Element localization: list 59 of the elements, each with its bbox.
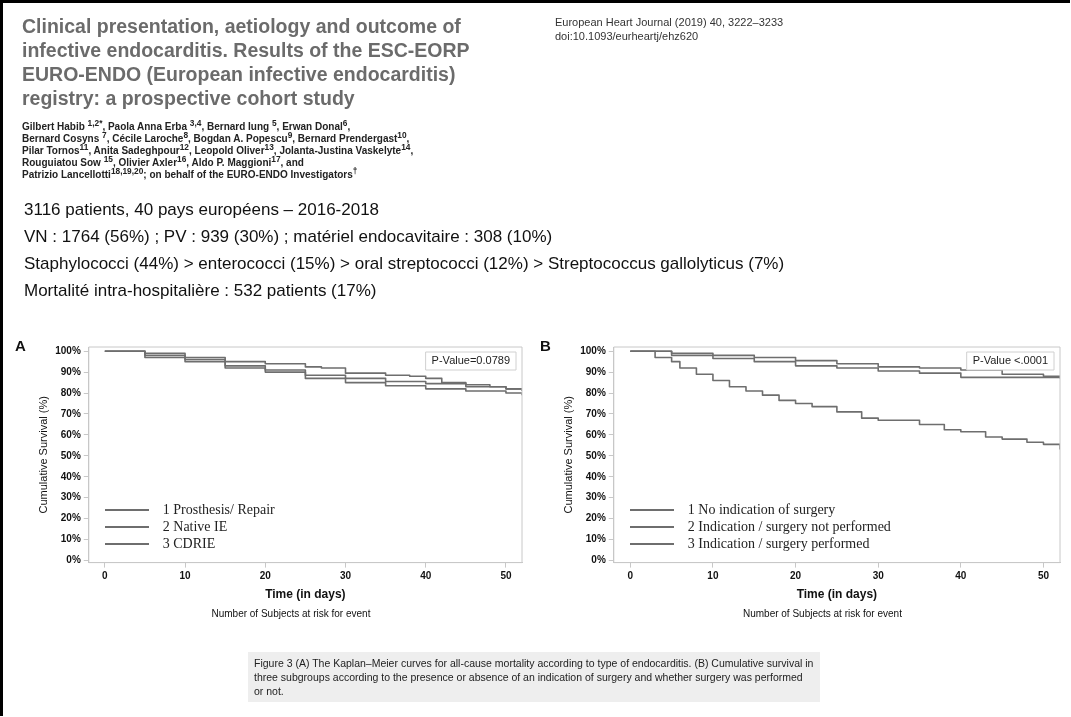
x-tick-label: 20 [790, 570, 802, 582]
y-tick-label: 60% [60, 428, 81, 440]
x-axis-title: Time (in days) [265, 587, 346, 602]
y-tick-label: 20% [60, 512, 81, 524]
x-tick-label: 50 [1037, 570, 1050, 582]
x-tick-label: 40 [955, 570, 967, 582]
y-tick-label: 0% [66, 554, 81, 566]
text: Clinical presentation, aetiology and outcome of infective endocarditis. Results of the ESC-EORP EURO-ENDO (European infective endocarditis) registry: a prospective cohort study [22, 14, 471, 110]
y-tick-label: 70% [60, 407, 81, 419]
text: Staphylococci (44%) > enterococci (15%) > oral streptococci (12%) > Streptococcus gallolyticus (7%) [24, 254, 785, 274]
y-tick-label: 50% [585, 449, 606, 461]
y-axis-title: Cumulative Survival (%) [561, 396, 574, 514]
text: B [540, 337, 551, 354]
y-tick-label: 40% [60, 470, 81, 482]
y-tick-label: 0% [591, 554, 606, 566]
y-tick-label: 70% [585, 407, 606, 419]
text: doi:10.1093/eurheartj/ehz620 [555, 30, 699, 42]
text: Gilbert Habib $^{1,2*}$, Paola Anna Erba $^{3,4}$, Bernard Iung $^{5}$, Erwan Donal$^{6}$, [22, 118, 351, 133]
text: A [15, 337, 26, 354]
text: Number of Subjects at risk for event [210, 608, 372, 619]
text: 3116 patients, 40 pays européens – 2016-2018 [24, 200, 380, 220]
legend-label: 3 Indication / surgery performed [687, 536, 870, 553]
x-tick-label: 30 [339, 570, 352, 582]
y-tick-label: 90% [60, 365, 81, 377]
text: Mortalité intra-hospitalière : 532 patients (17%) [24, 281, 377, 301]
legend-label: 2 Indication / surgery not performed [687, 519, 891, 536]
y-tick-label: 50% [60, 449, 81, 461]
y-tick-label: 20% [585, 512, 606, 524]
y-tick-label: 10% [60, 533, 81, 545]
x-tick-label: 0 [102, 570, 109, 582]
y-tick-label: 100% [55, 344, 81, 356]
x-axis-title: Time (in days) [796, 587, 878, 602]
y-tick-label: 90% [585, 365, 606, 377]
text: European Heart Journal (2019) 40, 3222–3233 [555, 16, 784, 28]
y-tick-label: 10% [585, 533, 606, 545]
x-tick-label: 20 [259, 570, 272, 582]
legend-label: 2 Native IE [162, 519, 228, 536]
y-tick-label: 80% [585, 386, 606, 398]
text: VN : 1764 (56%) ; PV : 939 (30%) ; matériel endocavitaire : 308 (10%) [24, 227, 553, 247]
x-tick-label: 0 [627, 570, 634, 582]
x-tick-label: 40 [420, 570, 432, 582]
legend-label: 1 No indication of surgery [687, 502, 836, 519]
x-tick-label: 30 [872, 570, 885, 582]
annotation: P-Value=0.0789 [431, 354, 510, 367]
text: Number of Subjects at risk for event [741, 608, 903, 619]
y-tick-label: 30% [60, 491, 81, 503]
y-tick-label: 40% [585, 470, 606, 482]
y-axis-title: Cumulative Survival (%) [36, 396, 49, 514]
annotation: P-Value <.0001 [972, 354, 1048, 367]
caption: Figure 3 (A) The Kaplan–Meier curves for all-cause mortality according to type of endocarditis. (B) Cumulative survival in three subgroups according to the presence or absence of an indication of surgery and whether surgery was performed or not. [248, 652, 820, 702]
y-tick-label: 100% [580, 344, 606, 356]
y-tick-label: 30% [585, 491, 606, 503]
legend-label: 3 CDRIE [162, 536, 216, 553]
x-tick-label: 10 [179, 570, 192, 582]
x-tick-label: 10 [707, 570, 719, 582]
y-tick-label: 80% [60, 386, 81, 398]
y-tick-label: 60% [585, 428, 606, 440]
x-tick-label: 50 [500, 570, 512, 582]
legend-label: 1 Prosthesis/ Repair [162, 502, 275, 519]
